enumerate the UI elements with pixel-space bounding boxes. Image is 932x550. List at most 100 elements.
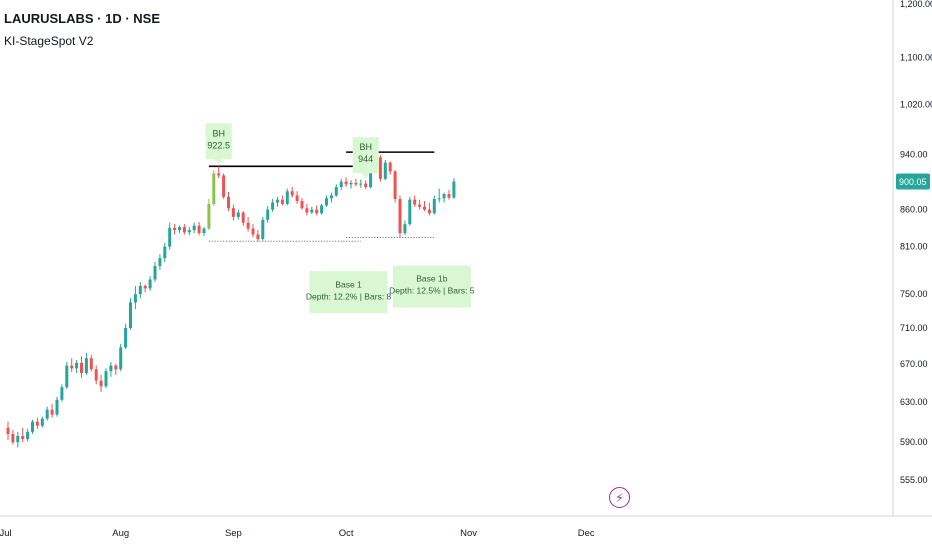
candle xyxy=(26,428,30,442)
candle-body xyxy=(158,258,162,266)
candle xyxy=(393,170,397,203)
candle-body xyxy=(266,209,270,220)
candle-body xyxy=(222,175,226,197)
candle xyxy=(378,154,382,182)
candle xyxy=(418,199,422,210)
candle xyxy=(114,363,118,375)
candle xyxy=(84,352,88,375)
candle-body xyxy=(212,173,216,204)
candle xyxy=(178,225,181,234)
label-text: 944 xyxy=(358,154,373,164)
candle xyxy=(16,431,20,448)
candle xyxy=(109,361,113,377)
label-bubble xyxy=(309,271,388,314)
candle-body xyxy=(182,227,186,233)
candle-body xyxy=(310,209,314,213)
candle-body xyxy=(246,222,250,229)
time-tick: Oct xyxy=(339,528,354,539)
label-bubble xyxy=(392,265,471,308)
candle xyxy=(329,192,333,203)
candle-body xyxy=(403,224,407,234)
candle-body xyxy=(452,181,456,198)
candle xyxy=(231,204,235,221)
candle xyxy=(236,209,240,220)
candle xyxy=(442,192,446,203)
candle-body xyxy=(325,198,328,206)
indicator-name[interactable]: KI-StageSpot V2 xyxy=(4,34,94,48)
candle xyxy=(354,178,358,187)
candle xyxy=(344,177,348,188)
candle xyxy=(364,180,368,190)
candle xyxy=(285,188,289,206)
candle-body xyxy=(60,387,64,400)
candle xyxy=(413,195,417,207)
candle-body xyxy=(202,228,206,234)
candle-body xyxy=(124,327,128,348)
candle xyxy=(423,201,426,212)
candle-body xyxy=(339,181,343,188)
candle-body xyxy=(35,421,39,426)
lightning-bolt-icon[interactable]: ⚡ xyxy=(609,487,630,508)
candle xyxy=(163,242,167,263)
candle xyxy=(398,195,402,238)
candle xyxy=(212,170,216,207)
candle-body xyxy=(256,234,260,240)
candle xyxy=(148,276,152,291)
candle xyxy=(207,198,211,231)
candle xyxy=(300,198,304,210)
label-text: BH xyxy=(359,142,372,152)
candle-body xyxy=(153,265,157,280)
candle-body xyxy=(432,198,436,214)
candle xyxy=(408,196,412,226)
candle xyxy=(35,417,39,429)
candle xyxy=(266,206,270,223)
price-tick: 750.00 xyxy=(900,289,928,299)
candle-body xyxy=(418,204,422,207)
candle-body xyxy=(300,201,304,209)
candle xyxy=(334,184,338,197)
annotations: BH 922.5 BH 944 Base 1 Depth: 12.2% | Bars: 8… xyxy=(205,123,475,314)
label-text: 922.5 xyxy=(207,140,230,150)
price-tick: 1,200.00 xyxy=(900,0,932,9)
candle-body xyxy=(315,209,319,214)
candle xyxy=(251,224,255,238)
symbol-title[interactable]: LAURUSLABS · 1D · NSE xyxy=(4,11,161,26)
candle-body xyxy=(138,285,142,295)
candle-body xyxy=(251,228,255,235)
candle-body xyxy=(378,157,382,179)
price-tick: 630.00 xyxy=(900,397,928,407)
base-label: Base 1 Depth: 12.2% | Bars: 8 xyxy=(306,271,392,314)
candle xyxy=(261,216,265,241)
price-axis[interactable]: 1,200.00 1,100.00 1,020.00 940.00 860.00 810.… xyxy=(892,0,932,516)
candle-body xyxy=(427,209,431,214)
candle-body xyxy=(295,195,299,202)
candle-body xyxy=(354,182,358,185)
candle-body xyxy=(197,225,201,234)
candle-body xyxy=(21,436,25,440)
candle xyxy=(280,195,284,206)
candle xyxy=(124,323,128,350)
time-axis[interactable]: JunJulAugSepOctNovDec xyxy=(0,515,932,539)
candle-body xyxy=(65,365,69,388)
candle xyxy=(217,166,221,179)
candle-body xyxy=(241,212,245,223)
candle xyxy=(246,216,250,232)
candle xyxy=(173,224,177,235)
candle xyxy=(315,205,319,216)
candle xyxy=(339,178,343,190)
candle xyxy=(197,221,201,236)
label-text: Base 1 xyxy=(335,279,362,289)
candle xyxy=(11,429,15,445)
candle-body xyxy=(442,194,446,199)
price-tick: 590.00 xyxy=(900,437,928,447)
candle xyxy=(60,384,64,402)
candle-body xyxy=(329,195,333,199)
candle-body xyxy=(16,436,20,443)
candle xyxy=(276,196,279,207)
candle xyxy=(133,285,137,310)
candle-body xyxy=(369,168,373,188)
candle xyxy=(202,227,206,237)
candle xyxy=(45,406,49,421)
price-tick: 1,020.00 xyxy=(900,99,932,109)
